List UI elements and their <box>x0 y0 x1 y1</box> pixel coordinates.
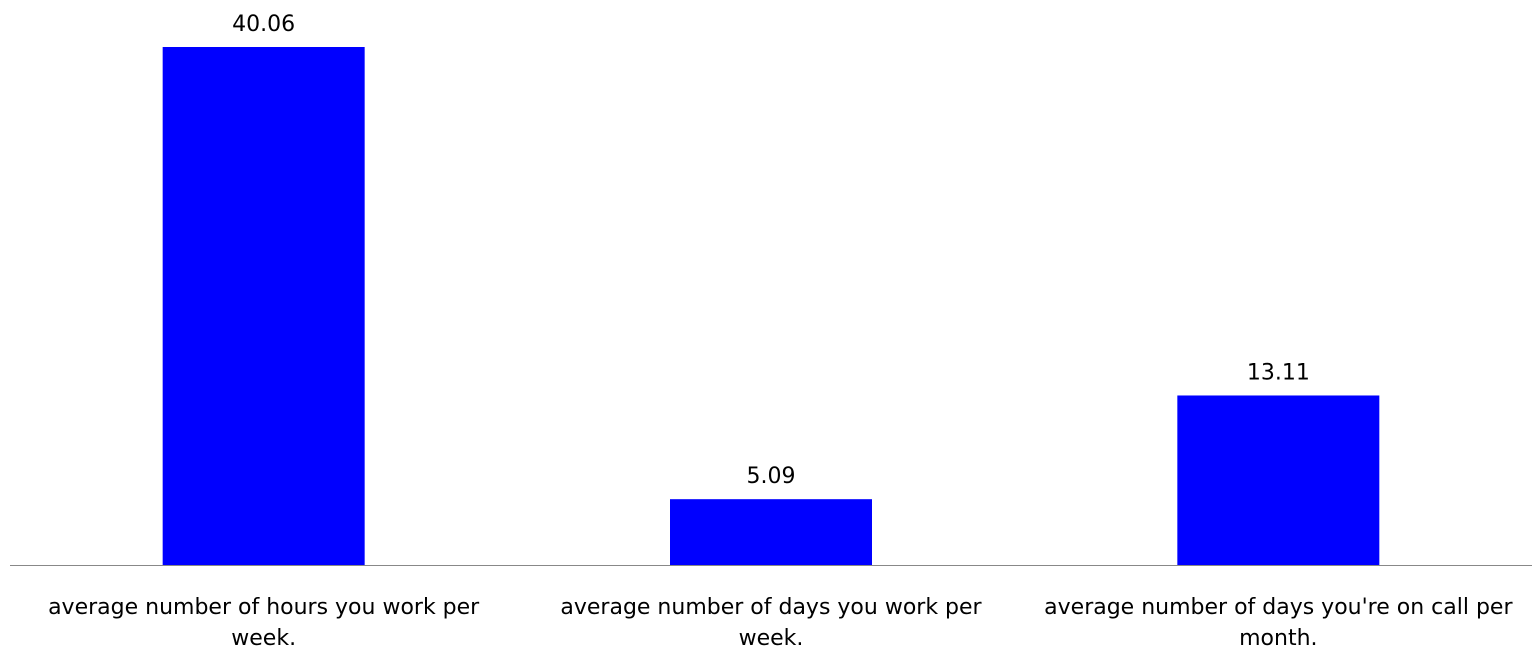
category-label-line: week. <box>231 626 296 651</box>
value-label-0: 40.06 <box>232 12 295 37</box>
category-label-line: average number of days you work per <box>560 595 982 620</box>
value-label-2: 13.11 <box>1247 360 1310 385</box>
category-label-line: month. <box>1239 626 1317 651</box>
category-label-line: week. <box>739 626 804 651</box>
bar-0 <box>162 47 365 565</box>
category-label-line: average number of days you're on call pe… <box>1044 595 1513 620</box>
category-label-0: average number of hours you work per week… <box>48 595 480 651</box>
bars-group <box>162 47 1380 565</box>
category-labels-group: average number of hours you work per week… <box>48 595 1513 651</box>
category-label-2: average number of days you're on call pe… <box>1044 595 1513 651</box>
category-label-line: average number of hours you work per <box>48 595 480 620</box>
bar-1 <box>670 499 872 565</box>
category-label-1: average number of days you work per week. <box>560 595 982 651</box>
bar-2 <box>1177 395 1380 565</box>
value-label-1: 5.09 <box>747 464 796 489</box>
value-labels-group: 40.06 5.09 13.11 <box>232 12 1310 489</box>
